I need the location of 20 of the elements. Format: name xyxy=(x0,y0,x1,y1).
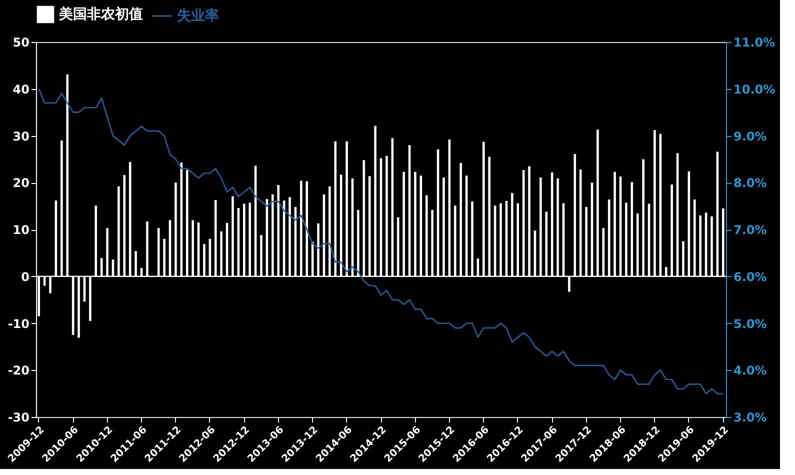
y2-tick-label: 6.0% xyxy=(734,270,767,284)
legend-label: 美国非农初值 xyxy=(58,6,143,22)
legend-label: 失业率 xyxy=(177,7,219,24)
y-tick-label: 10 xyxy=(12,223,30,237)
y2-tick-label: 9.0% xyxy=(734,129,767,144)
y2-tick-label: 3.0% xyxy=(734,410,767,424)
y-tick-label: 20 xyxy=(12,176,30,190)
y2-tick-label: 11.0% xyxy=(734,36,776,50)
y-tick-label: -30 xyxy=(8,410,30,424)
y-tick-label: 0 xyxy=(21,270,30,284)
y2-tick-label: 8.0% xyxy=(734,176,767,190)
y-tick-label: 50 xyxy=(12,36,30,50)
y2-tick-label: 5.0% xyxy=(734,316,767,331)
y-tick-label: -20 xyxy=(8,364,30,378)
y-tick-label: -10 xyxy=(8,316,30,331)
y-tick-label: 30 xyxy=(12,129,30,144)
y2-tick-label: 7.0% xyxy=(734,223,767,237)
y2-tick-label: 10.0% xyxy=(734,82,776,96)
y-tick-label: 40 xyxy=(12,82,30,96)
y2-tick-label: 4.0% xyxy=(734,364,767,378)
